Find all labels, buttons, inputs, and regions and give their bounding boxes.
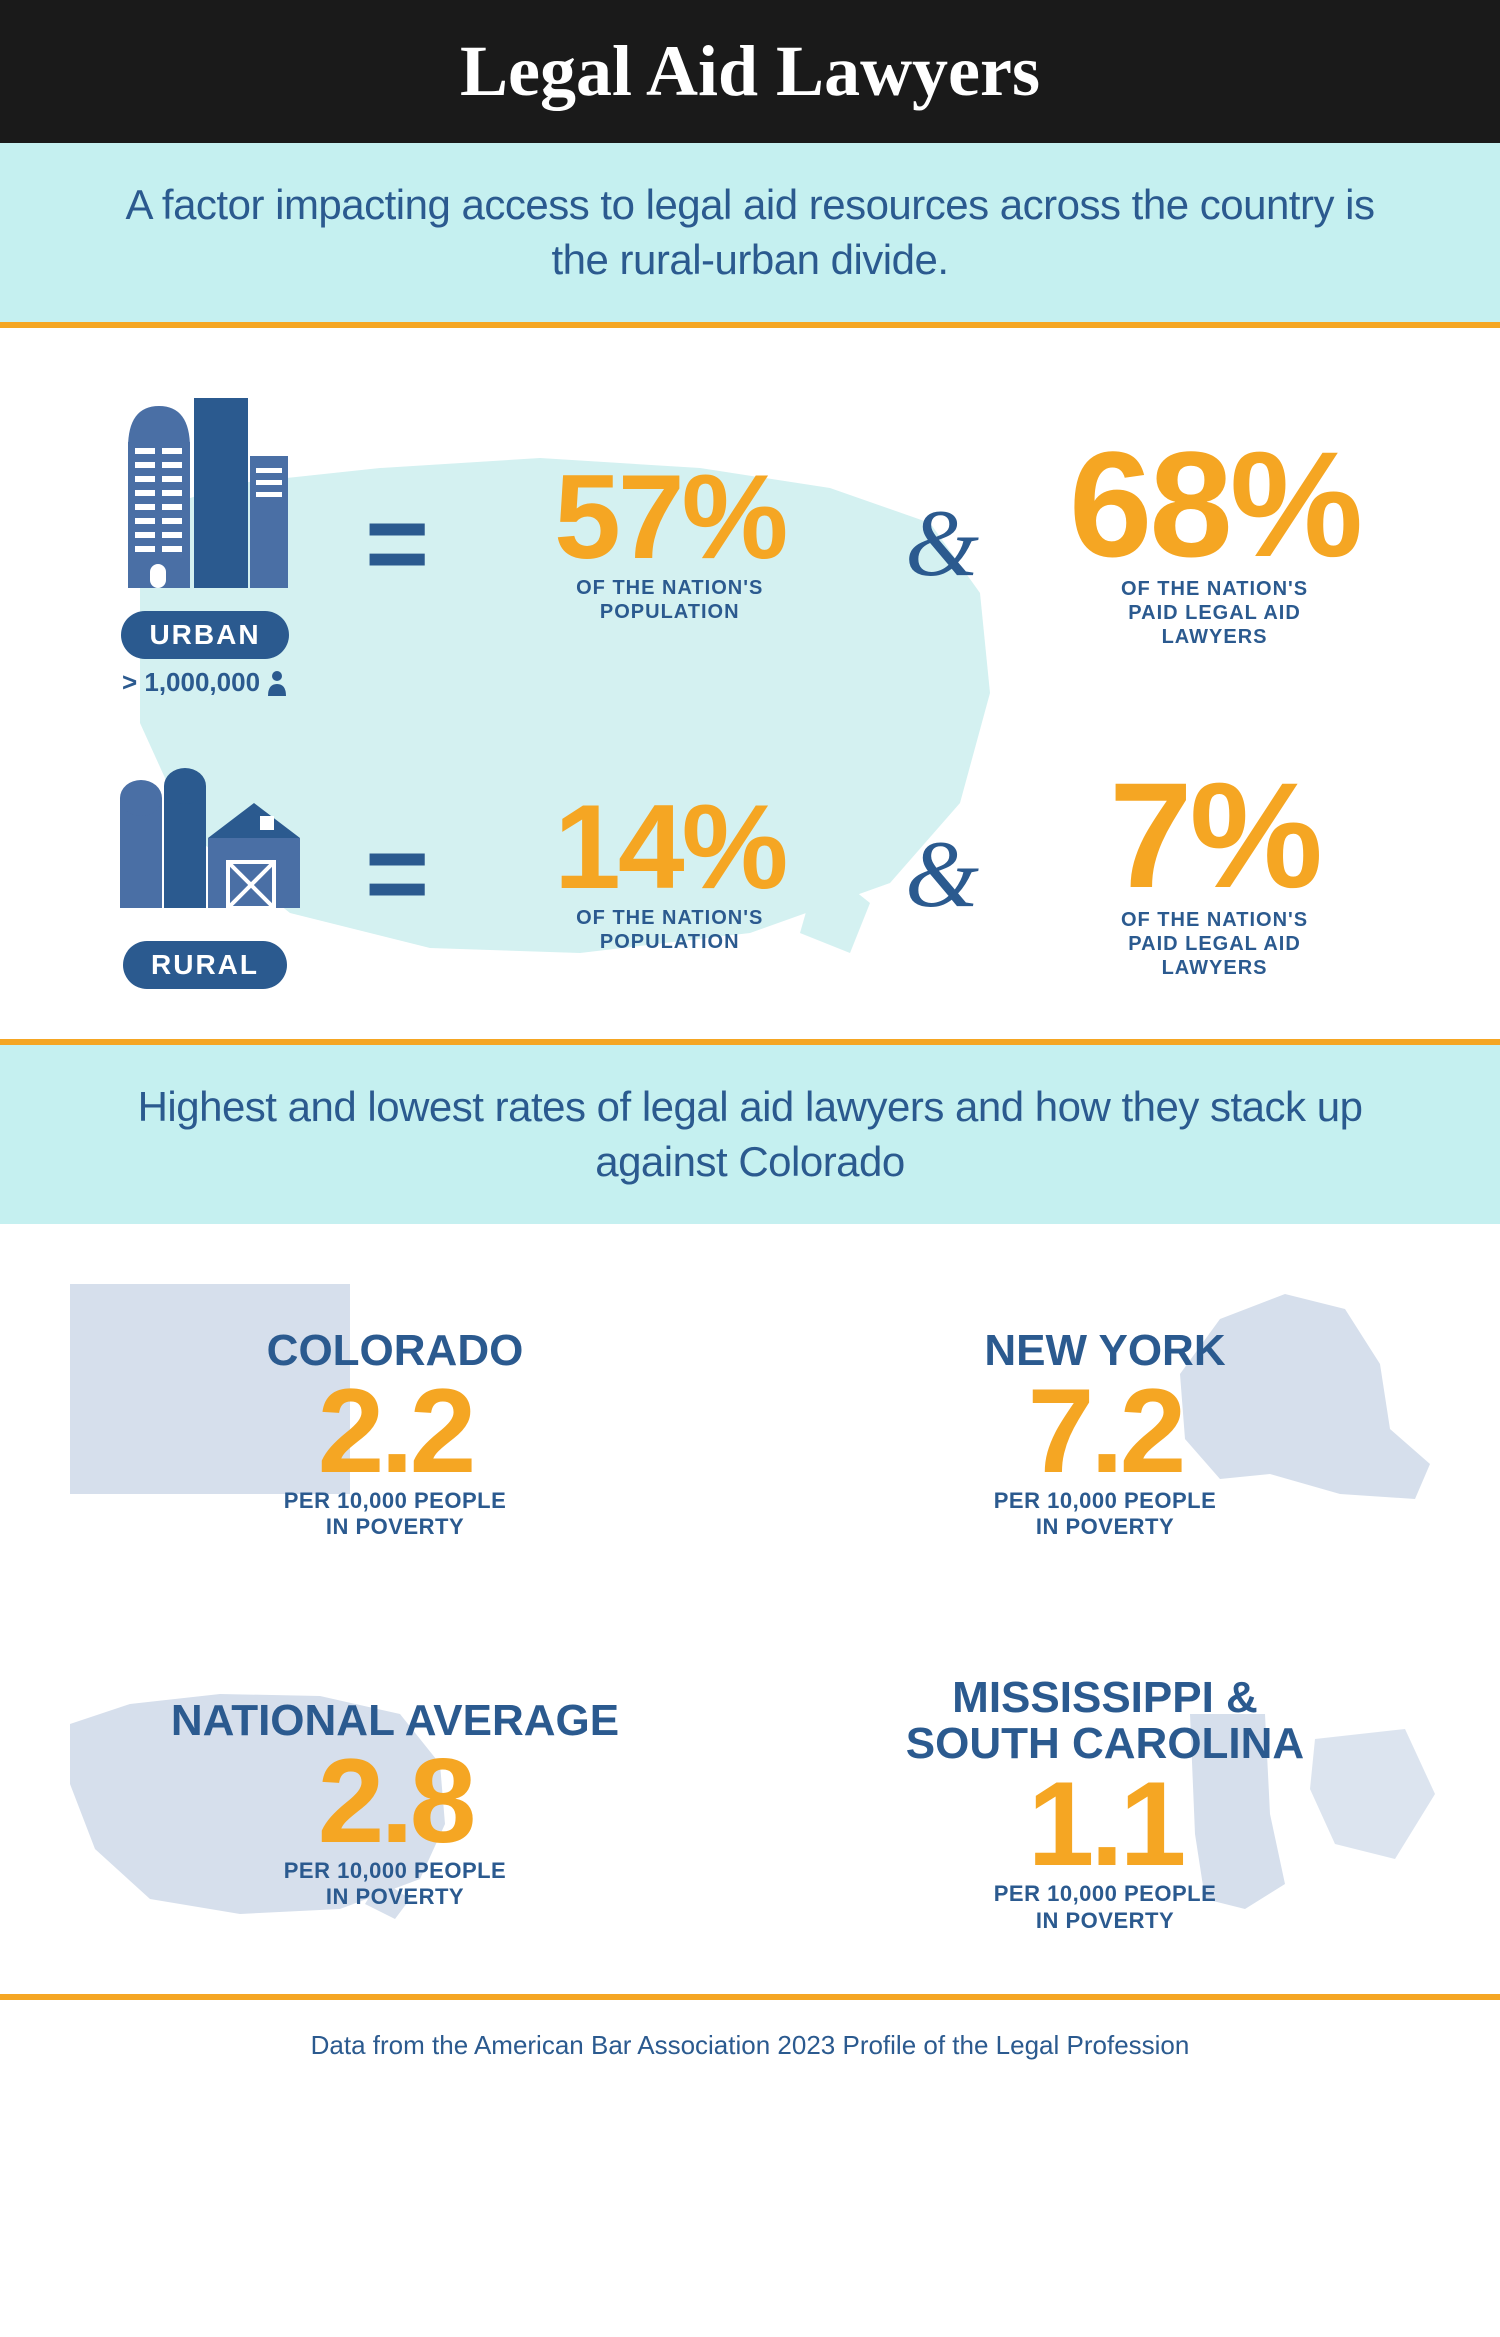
rural-pct-population: 14% <box>454 793 885 901</box>
stat-label: OF THE NATION'S POPULATION <box>454 906 885 954</box>
page-title: Legal Aid Lawyers <box>20 30 1480 113</box>
subtitle-text: A factor impacting access to legal aid r… <box>100 178 1400 287</box>
city-buildings-icon <box>100 388 310 598</box>
subtitle-band: A factor impacting access to legal aid r… <box>0 143 1500 328</box>
state-card-national: NATIONAL AVERAGE 2.8 PER 10,000 PEOPLE I… <box>80 1664 710 1944</box>
state-card-newyork: NEW YORK 7.2 PER 10,000 PEOPLE IN POVERT… <box>790 1294 1420 1574</box>
urban-pct-lawyers: 68% <box>999 437 1430 572</box>
state-sub: PER 10,000 PEOPLE IN POVERTY <box>267 1488 524 1541</box>
state-sub: PER 10,000 PEOPLE IN POVERTY <box>984 1488 1225 1541</box>
mid-heading-text: Highest and lowest rates of legal aid la… <box>100 1080 1400 1189</box>
stat-label: OF THE NATION'S POPULATION <box>454 576 885 624</box>
barn-silo-icon <box>100 758 310 928</box>
person-icon <box>266 670 288 696</box>
state-card-colorado: COLORADO 2.2 PER 10,000 PEOPLE IN POVERT… <box>80 1294 710 1574</box>
state-rate: 2.8 <box>171 1744 619 1858</box>
equals-sign: = <box>365 810 429 937</box>
urban-row: URBAN > 1,000,000 = 57% OF THE NATION'S … <box>70 388 1430 698</box>
state-sub: PER 10,000 PEOPLE IN POVERTY <box>906 1881 1304 1934</box>
state-rate: 7.2 <box>984 1374 1225 1488</box>
rural-pct-lawyers: 7% <box>999 768 1430 903</box>
rural-stat-population: 14% OF THE NATION'S POPULATION <box>454 793 885 954</box>
states-section: COLORADO 2.2 PER 10,000 PEOPLE IN POVERT… <box>0 1224 1500 2000</box>
state-sub: PER 10,000 PEOPLE IN POVERTY <box>171 1858 619 1911</box>
rural-icon-block: RURAL <box>70 758 340 989</box>
urban-stat-population: 57% OF THE NATION'S POPULATION <box>454 463 885 624</box>
urban-stat-lawyers: 68% OF THE NATION'S PAID LEGAL AID LAWYE… <box>999 437 1430 649</box>
rural-row: RURAL = 14% OF THE NATION'S POPULATION &… <box>70 758 1430 989</box>
stat-label: OF THE NATION'S PAID LEGAL AID LAWYERS <box>999 577 1430 649</box>
equals-sign: = <box>365 480 429 607</box>
urban-label: URBAN <box>121 611 288 659</box>
stat-label: OF THE NATION'S PAID LEGAL AID LAWYERS <box>999 908 1430 980</box>
state-rate: 2.2 <box>267 1374 524 1488</box>
urban-pct-population: 57% <box>454 463 885 571</box>
pop-note-text: > 1,000,000 <box>122 667 260 698</box>
state-name: MISSISSIPPI & SOUTH CAROLINA <box>906 1675 1304 1767</box>
rural-label: RURAL <box>123 941 287 989</box>
header-bar: Legal Aid Lawyers <box>0 0 1500 143</box>
data-source-footer: Data from the American Bar Association 2… <box>0 2000 1500 2091</box>
states-grid: COLORADO 2.2 PER 10,000 PEOPLE IN POVERT… <box>80 1294 1420 1944</box>
mid-heading-band: Highest and lowest rates of legal aid la… <box>0 1045 1500 1224</box>
ampersand: & <box>905 488 979 598</box>
urban-population-note: > 1,000,000 <box>70 667 340 698</box>
state-rate: 1.1 <box>906 1767 1304 1881</box>
rural-stat-lawyers: 7% OF THE NATION'S PAID LEGAL AID LAWYER… <box>999 768 1430 980</box>
urban-icon-block: URBAN > 1,000,000 <box>70 388 340 698</box>
comparison-section: URBAN > 1,000,000 = 57% OF THE NATION'S … <box>0 328 1500 1045</box>
state-card-miss-sc: MISSISSIPPI & SOUTH CAROLINA 1.1 PER 10,… <box>790 1664 1420 1944</box>
ampersand: & <box>905 819 979 929</box>
